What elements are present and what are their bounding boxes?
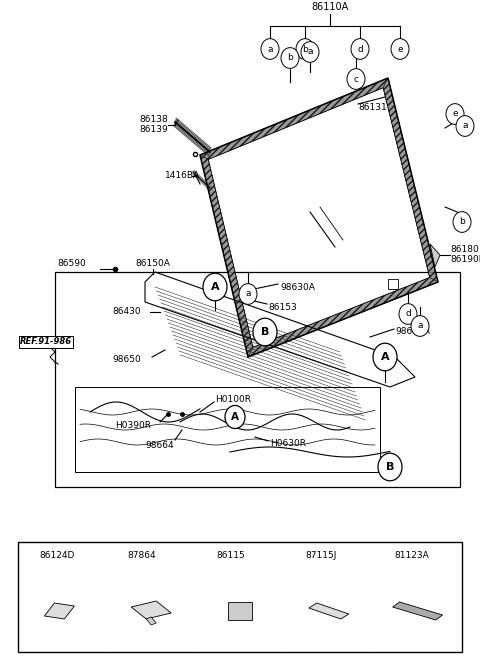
Ellipse shape — [261, 38, 279, 60]
Text: B: B — [261, 327, 269, 337]
Ellipse shape — [391, 38, 409, 60]
Ellipse shape — [203, 273, 227, 301]
Polygon shape — [228, 602, 252, 620]
Bar — [55, 272, 460, 487]
Text: b: b — [115, 551, 120, 561]
Ellipse shape — [446, 104, 464, 124]
Polygon shape — [200, 78, 388, 160]
Text: d: d — [293, 551, 298, 561]
Ellipse shape — [376, 547, 392, 565]
Ellipse shape — [453, 212, 471, 232]
Ellipse shape — [373, 343, 397, 371]
Text: b: b — [302, 44, 308, 54]
Text: a: a — [26, 551, 32, 561]
Ellipse shape — [301, 42, 319, 62]
Text: c: c — [204, 551, 209, 561]
Text: 86131: 86131 — [358, 103, 387, 111]
Text: d: d — [405, 310, 411, 318]
Text: a: a — [462, 122, 468, 130]
Text: b: b — [459, 218, 465, 226]
Text: 86139: 86139 — [139, 124, 168, 134]
Text: A: A — [231, 412, 239, 422]
Ellipse shape — [239, 283, 257, 305]
Text: a: a — [267, 44, 273, 54]
Text: 87864: 87864 — [128, 551, 156, 561]
Text: 86115: 86115 — [216, 551, 245, 561]
Text: 86190B: 86190B — [450, 256, 480, 265]
Text: 86150A: 86150A — [135, 260, 170, 269]
Text: d: d — [357, 44, 363, 54]
Text: 87115J: 87115J — [305, 551, 337, 561]
Text: A: A — [211, 282, 219, 292]
Ellipse shape — [411, 316, 429, 336]
Text: e: e — [382, 551, 387, 561]
Text: 98630A: 98630A — [280, 283, 315, 291]
Text: 86430: 86430 — [112, 308, 141, 316]
Ellipse shape — [281, 48, 299, 68]
Text: 86590: 86590 — [57, 260, 86, 269]
Text: a: a — [307, 48, 313, 56]
Text: 86180: 86180 — [450, 246, 479, 254]
Bar — [18, 542, 462, 652]
Text: 98650: 98650 — [112, 355, 141, 365]
Text: e: e — [397, 44, 403, 54]
Polygon shape — [430, 244, 440, 267]
Text: 98630A: 98630A — [395, 328, 430, 336]
Polygon shape — [146, 617, 156, 625]
Ellipse shape — [110, 547, 126, 565]
Text: 81123A: 81123A — [394, 551, 429, 561]
Text: H0100R: H0100R — [215, 395, 251, 404]
Ellipse shape — [296, 38, 314, 60]
Bar — [388, 279, 398, 289]
Ellipse shape — [225, 406, 245, 428]
Ellipse shape — [253, 318, 277, 346]
Text: 86110A: 86110A — [312, 2, 348, 12]
Text: 98664: 98664 — [145, 440, 174, 449]
Ellipse shape — [399, 304, 417, 324]
Text: B: B — [386, 462, 394, 472]
Text: 1416BA: 1416BA — [165, 171, 200, 181]
Text: e: e — [452, 109, 458, 118]
Text: REF.91-986: REF.91-986 — [20, 338, 72, 346]
Text: A: A — [381, 352, 389, 362]
Polygon shape — [200, 155, 253, 357]
Polygon shape — [248, 277, 438, 357]
Polygon shape — [309, 603, 349, 619]
Polygon shape — [393, 602, 443, 620]
Polygon shape — [44, 603, 74, 619]
Ellipse shape — [378, 453, 402, 481]
Ellipse shape — [199, 547, 215, 565]
Text: H0390R: H0390R — [115, 420, 151, 430]
Ellipse shape — [288, 547, 303, 565]
Text: 86124D: 86124D — [39, 551, 74, 561]
Text: a: a — [245, 289, 251, 299]
Text: a: a — [417, 322, 423, 330]
Ellipse shape — [351, 38, 369, 60]
Ellipse shape — [456, 116, 474, 136]
Polygon shape — [131, 601, 171, 619]
Text: 86153: 86153 — [268, 303, 297, 312]
Text: H0630R: H0630R — [270, 440, 306, 448]
Text: b: b — [287, 54, 293, 62]
Text: 86138: 86138 — [139, 115, 168, 124]
Ellipse shape — [21, 547, 37, 565]
Ellipse shape — [347, 69, 365, 89]
Polygon shape — [383, 78, 438, 282]
Text: c: c — [353, 75, 359, 83]
